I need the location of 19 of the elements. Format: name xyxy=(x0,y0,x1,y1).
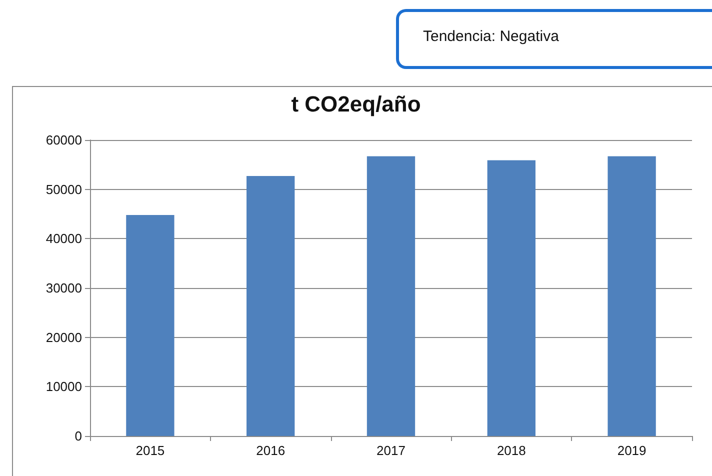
bar xyxy=(608,156,656,436)
x-tick-label: 2015 xyxy=(136,443,165,458)
y-tick-label: 10000 xyxy=(46,379,82,394)
x-tick-label: 2016 xyxy=(256,443,286,458)
y-tick-label: 50000 xyxy=(46,182,82,197)
bar xyxy=(246,176,295,436)
y-tick-label: 60000 xyxy=(46,132,82,148)
chart-title: t CO2eq/año xyxy=(291,92,421,116)
x-tick-label: 2017 xyxy=(376,443,406,458)
y-tick-label: 40000 xyxy=(46,231,82,246)
bar xyxy=(366,156,416,436)
bar xyxy=(487,160,536,436)
y-tick-label: 0 xyxy=(74,428,82,444)
text: Tendencia: Negativa xyxy=(396,9,712,69)
y-tick-label: 30000 xyxy=(46,280,82,296)
x-tick-label: 2018 xyxy=(496,443,526,458)
y-tick-label: 20000 xyxy=(46,330,82,345)
bar xyxy=(126,214,174,436)
x-tick-label: 2019 xyxy=(617,443,646,458)
